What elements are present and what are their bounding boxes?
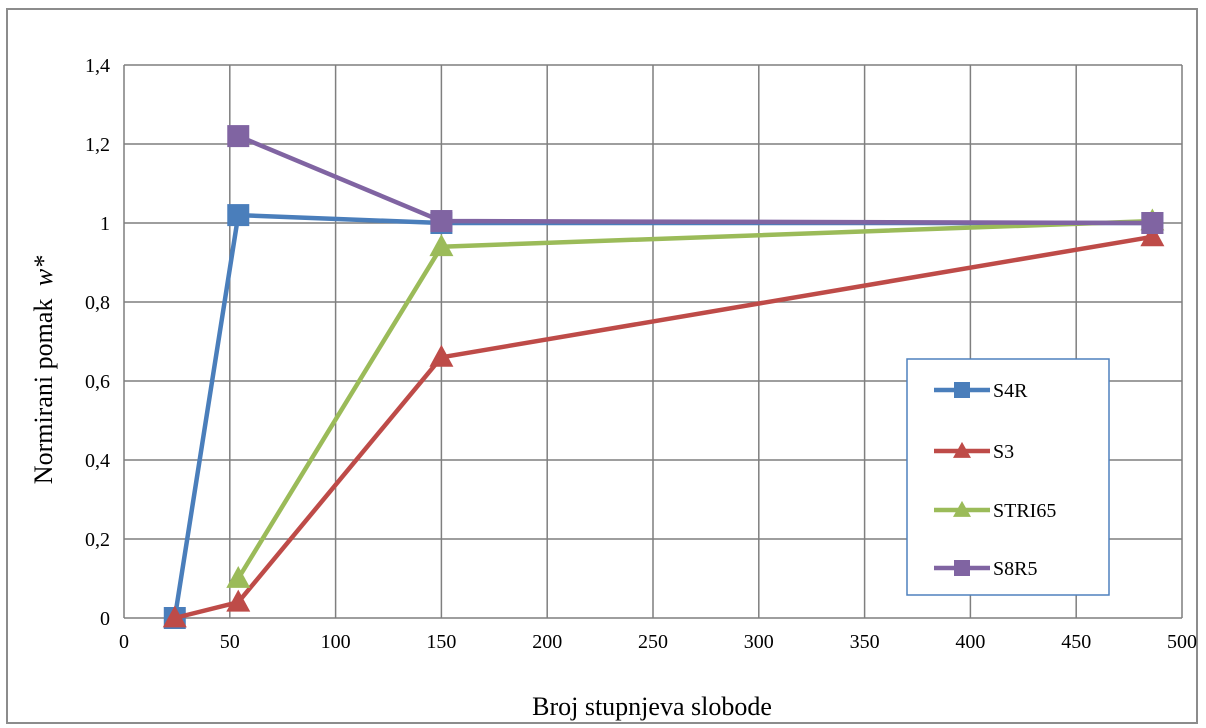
- data-point: [429, 344, 454, 367]
- x-tick-label: 0: [119, 631, 129, 653]
- series-s8r5: [227, 125, 1164, 234]
- y-tick-label: 0: [100, 608, 110, 630]
- x-tick-label: 200: [532, 631, 562, 653]
- x-tick-label: 150: [426, 631, 456, 653]
- x-axis-ticks: 0 50 100 150 200 250 300 350 400 450 500: [119, 631, 1197, 653]
- legend-label: S3: [993, 441, 1014, 463]
- data-point: [429, 234, 454, 257]
- data-point: [1140, 224, 1165, 247]
- legend-item: STRI65: [934, 500, 1056, 522]
- legend: S4R S3 STRI65 S8R5: [906, 358, 1110, 596]
- data-point: [430, 210, 453, 233]
- y-tick-label: 0,6: [85, 371, 110, 393]
- y-tick-label: 1,2: [85, 134, 110, 156]
- y-axis-ticks: 0 0,2 0,4 0,6 0,8 1 1,2 1,4: [85, 55, 110, 630]
- x-tick-label: 250: [638, 631, 668, 653]
- data-point: [227, 204, 250, 227]
- legend-box: [906, 358, 1110, 596]
- x-tick-label: 100: [321, 631, 351, 653]
- series-layer: [162, 125, 1165, 629]
- legend-label: S4R: [993, 380, 1028, 402]
- data-point: [226, 589, 251, 612]
- y-tick-label: 0,4: [85, 450, 110, 472]
- legend-swatch-marker: [954, 560, 970, 576]
- series-line: [174, 234, 1153, 621]
- legend-item: S4R: [934, 380, 1028, 402]
- legend-swatch-marker: [953, 441, 971, 458]
- grid-lines: [123, 64, 1183, 619]
- y-axis-title-group: Normirani pomak w*: [29, 256, 58, 484]
- y-axis-title: Normirani pomak: [29, 299, 58, 485]
- legend-item: S8R5: [934, 558, 1037, 580]
- legend-label: S8R5: [993, 558, 1037, 580]
- legend-items: S4R S3 STRI65 S8R5: [934, 380, 1056, 580]
- x-tick-label: 350: [850, 631, 880, 653]
- x-tick-label: 300: [744, 631, 774, 653]
- legend-label: STRI65: [993, 500, 1056, 522]
- x-tick-label: 400: [955, 631, 985, 653]
- data-point: [162, 605, 187, 628]
- x-axis-title: Broj stupnjeva slobode: [532, 692, 772, 721]
- y-tick-label: 1,4: [85, 55, 110, 77]
- legend-item: S3: [934, 441, 1014, 463]
- series-s3: [162, 224, 1165, 628]
- y-tick-label: 0,8: [85, 292, 110, 314]
- data-point: [226, 565, 251, 588]
- x-tick-label: 450: [1061, 631, 1091, 653]
- y-tick-label: 0,2: [85, 529, 110, 551]
- series-line: [237, 134, 1153, 226]
- data-point: [1141, 212, 1164, 234]
- legend-swatch-marker: [953, 500, 971, 517]
- legend-swatch-marker: [954, 382, 970, 398]
- data-point: [227, 125, 250, 148]
- y-axis-title-symbol: w*: [29, 256, 58, 286]
- y-tick-label: 1: [100, 213, 110, 235]
- x-tick-label: 500: [1167, 631, 1197, 653]
- x-tick-label: 50: [220, 631, 240, 653]
